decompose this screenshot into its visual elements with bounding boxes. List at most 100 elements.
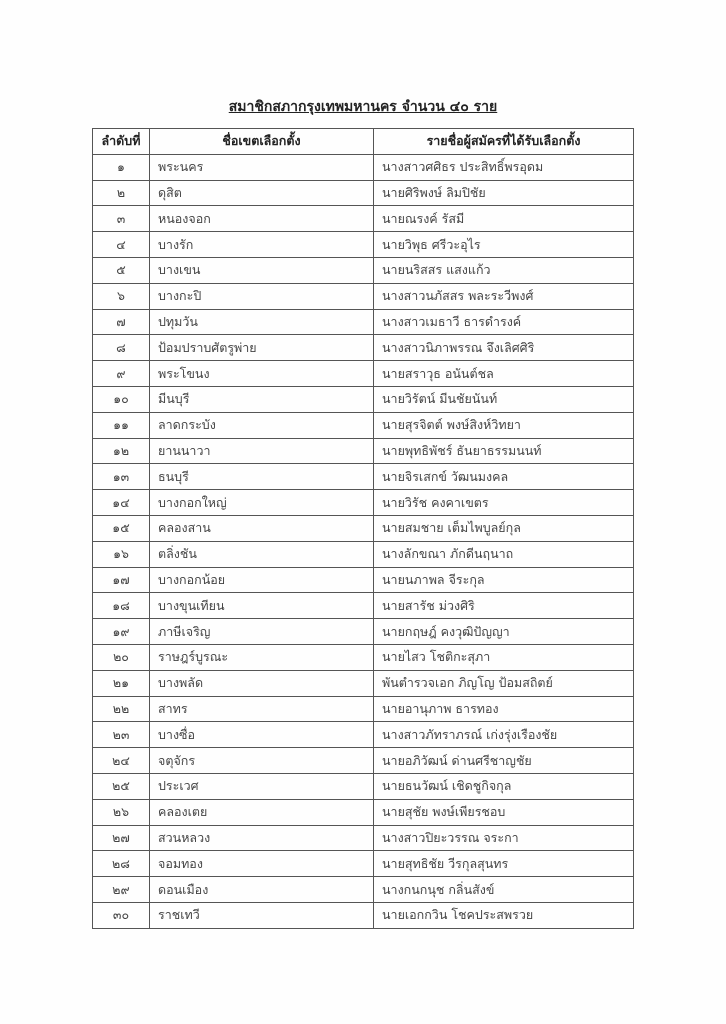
cell-district: ราษฎร์บูรณะ	[149, 643, 374, 671]
cell-district: ป้อมปราบศัตรูพ่าย	[149, 334, 374, 362]
cell-elected-name: นายสุรจิตต์ พงษ์สิงห์วิทยา	[373, 411, 634, 439]
cell-elected-name: นางกนกนุช กลิ่นสังข์	[373, 876, 634, 903]
table-row: ๒๑ บางพลัด พันตำรวจเอก ภิญโญ ป้อมสถิตย์	[92, 669, 634, 697]
cell-order: ๑๗	[92, 566, 150, 594]
cell-order: ๑	[92, 153, 150, 181]
cell-elected-name: นายสุทธิชัย วีรกุลสุนทร	[373, 850, 634, 878]
cell-district: ดุสิต	[149, 179, 374, 207]
cell-elected-name: นายวิรัช คงคาเขตร	[373, 489, 634, 516]
cell-elected-name: นายกฤษฎ์ คงวุฒิปัญญา	[373, 618, 634, 645]
table-row: ๔บางรัก นายวิพุธ ศรีวะอุไร	[92, 231, 634, 258]
cell-order: ๔	[92, 231, 150, 258]
cell-order: ๑๒	[92, 437, 150, 465]
cell-district: จตุจักร	[149, 747, 374, 774]
cell-district: ราชเทวี	[149, 901, 374, 929]
cell-elected-name: นายวิรัตน์ มีนชัยนันท์	[373, 385, 634, 413]
cell-order: ๒๕	[92, 772, 150, 800]
cell-order: ๑๖	[92, 540, 150, 568]
cell-elected-name: นายสมชาย เต็มไพบูลย์กุล	[373, 514, 634, 542]
cell-district: บางรัก	[149, 231, 374, 258]
cell-district: คลองเตย	[149, 798, 374, 826]
cell-order: ๒๒	[92, 695, 150, 723]
table-row: ๑๗ บางกอกน้อย นายนภาพล จีระกุล	[92, 566, 634, 594]
table-row: ๑๔ บางกอกใหญ่ นายวิรัช คงคาเขตร	[92, 489, 634, 516]
cell-order: ๒๔	[92, 747, 150, 774]
cell-district: คลองสาน	[149, 514, 374, 542]
cell-order: ๑๔	[92, 489, 150, 516]
table-row: ๒๐ ราษฎร์บูรณะ นายไสว โชติกะสุภา	[92, 643, 634, 671]
cell-district: ธนบุรี	[149, 463, 374, 491]
cell-district: บางขุนเทียน	[149, 592, 374, 620]
cell-order: ๗	[92, 308, 150, 336]
cell-elected-name: นางสาวเมธาวี ธารดำรงค์	[373, 308, 634, 336]
cell-district: หนองจอก	[149, 205, 374, 233]
table-row: ๑พระนคร นางสาวศศิธร ประสิทธิ์พรอุดม	[92, 153, 634, 181]
cell-district: พระนคร	[149, 153, 374, 181]
cell-district: ประเวศ	[149, 772, 374, 800]
cell-order: ๑๕	[92, 514, 150, 542]
cell-order: ๒๓	[92, 721, 150, 749]
table-row: ๑๘ บางขุนเทียน นายสารัช ม่วงศิริ	[92, 592, 634, 620]
cell-district: บางกอกน้อย	[149, 566, 374, 594]
cell-order: ๒	[92, 179, 150, 207]
table-row: ๑๖ ตลิ่งชัน นางลักขณา ภักดีนฤนาถ	[92, 540, 634, 568]
cell-order: ๓	[92, 205, 150, 233]
table-row: ๒๓ บางซื่อ นางสาวภัทราภรณ์ เก่งรุ่งเรืองชั…	[92, 721, 634, 749]
table-row: ๑๐ มีนบุรี นายวิรัตน์ มีนชัยนันท์	[92, 385, 634, 413]
cell-order: ๒๖	[92, 798, 150, 826]
table-row: ๑๓ ธนบุรี นายจิรเสกข์ วัฒนมงคล	[92, 463, 634, 491]
cell-elected-name: นายไสว โชติกะสุภา	[373, 643, 634, 671]
cell-order: ๒๘	[92, 850, 150, 878]
table-header-row: ลำดับที่ ชื่อเขตเลือกตั้ง รายชื่อผู้สมัค…	[92, 128, 634, 155]
cell-elected-name: นายพุทธิพัชร์ ธันยาธรรมนนท์	[373, 437, 634, 465]
cell-elected-name: นายธนวัฒน์ เชิดชูกิจกุล	[373, 772, 634, 800]
cell-order: ๑๑	[92, 411, 150, 439]
cell-elected-name: นายสารัช ม่วงศิริ	[373, 592, 634, 620]
cell-elected-name: นายสุชัย พงษ์เพียรชอบ	[373, 798, 634, 826]
cell-elected-name: นางสาวนิภาพรรณ จึงเลิศศิริ	[373, 334, 634, 362]
cell-district: บางกอกใหญ่	[149, 489, 374, 516]
table-body: ๑พระนคร นางสาวศศิธร ประสิทธิ์พรอุดม๒ดุสิต…	[92, 153, 634, 929]
table-row: ๓๐ ราชเทวี นายเอกกวิน โชคประสพรวย	[92, 901, 634, 929]
cell-elected-name: นายศิริพงษ์ ลิมปิชัย	[373, 179, 634, 207]
cell-elected-name: นางสาวศศิธร ประสิทธิ์พรอุดม	[373, 153, 634, 181]
cell-elected-name: นายอภิวัฒน์ ด่านศรีชาญชัย	[373, 747, 634, 774]
cell-order: ๒๙	[92, 876, 150, 903]
table-row: ๕บางเขน นายนริสสร แสงแก้ว	[92, 256, 634, 284]
cell-elected-name: นายณรงค์ รัสมี	[373, 205, 634, 233]
cell-elected-name: นางสาวปิยะวรรณ จระกา	[373, 824, 634, 852]
table-row: ๙พระโขนง นายสราวุธ อนันต์ชล	[92, 360, 634, 387]
cell-elected-name: พันตำรวจเอก ภิญโญ ป้อมสถิตย์	[373, 669, 634, 697]
table-row: ๑๕ คลองสาน นายสมชาย เต็มไพบูลย์กุล	[92, 514, 634, 542]
table-row: ๒๒ สาทร นายอานุภาพ ธารทอง	[92, 695, 634, 723]
table-row: ๘ป้อมปราบศัตรูพ่าย นางสาวนิภาพรรณ จึงเลิศ…	[92, 334, 634, 362]
cell-elected-name: นายเอกกวิน โชคประสพรวย	[373, 901, 634, 929]
cell-order: ๕	[92, 256, 150, 284]
cell-district: ปทุมวัน	[149, 308, 374, 336]
document-title: สมาชิกสภากรุงเทพมหานคร จำนวน ๔๐ ราย	[228, 99, 498, 115]
cell-order: ๑๓	[92, 463, 150, 491]
cell-order: ๙	[92, 360, 150, 387]
cell-district: พระโขนง	[149, 360, 374, 387]
cell-district: บางกะปิ	[149, 282, 374, 310]
cell-district: ยานนาวา	[149, 437, 374, 465]
table-row: ๓หนองจอก นายณรงค์ รัสมี	[92, 205, 634, 233]
members-table: ลำดับที่ ชื่อเขตเลือกตั้ง รายชื่อผู้สมัค…	[92, 128, 634, 929]
cell-elected-name: นางลักขณา ภักดีนฤนาถ	[373, 540, 634, 568]
cell-district: บางซื่อ	[149, 721, 374, 749]
cell-order: ๒๐	[92, 643, 150, 671]
cell-elected-name: นายจิรเสกข์ วัฒนมงคล	[373, 463, 634, 491]
table-row: ๒๗ สวนหลวง นางสาวปิยะวรรณ จระกา	[92, 824, 634, 852]
cell-district: ภาษีเจริญ	[149, 618, 374, 645]
cell-elected-name: นายอานุภาพ ธารทอง	[373, 695, 634, 723]
cell-elected-name: นางสาวภัทราภรณ์ เก่งรุ่งเรืองชัย	[373, 721, 634, 749]
cell-order: ๓๐	[92, 901, 150, 929]
table-row: ๒ดุสิต นายศิริพงษ์ ลิมปิชัย	[92, 179, 634, 207]
table-row: ๑๑ ลาดกระบัง นายสุรจิตต์ พงษ์สิงห์วิทยา	[92, 411, 634, 439]
cell-order: ๘	[92, 334, 150, 362]
cell-elected-name: นางสาวนภัสสร พละระวีพงศ์	[373, 282, 634, 310]
header-elected-name: รายชื่อผู้สมัครที่ได้รับเลือกตั้ง	[373, 128, 634, 155]
cell-district: สาทร	[149, 695, 374, 723]
cell-district: บางเขน	[149, 256, 374, 284]
cell-district: ลาดกระบัง	[149, 411, 374, 439]
